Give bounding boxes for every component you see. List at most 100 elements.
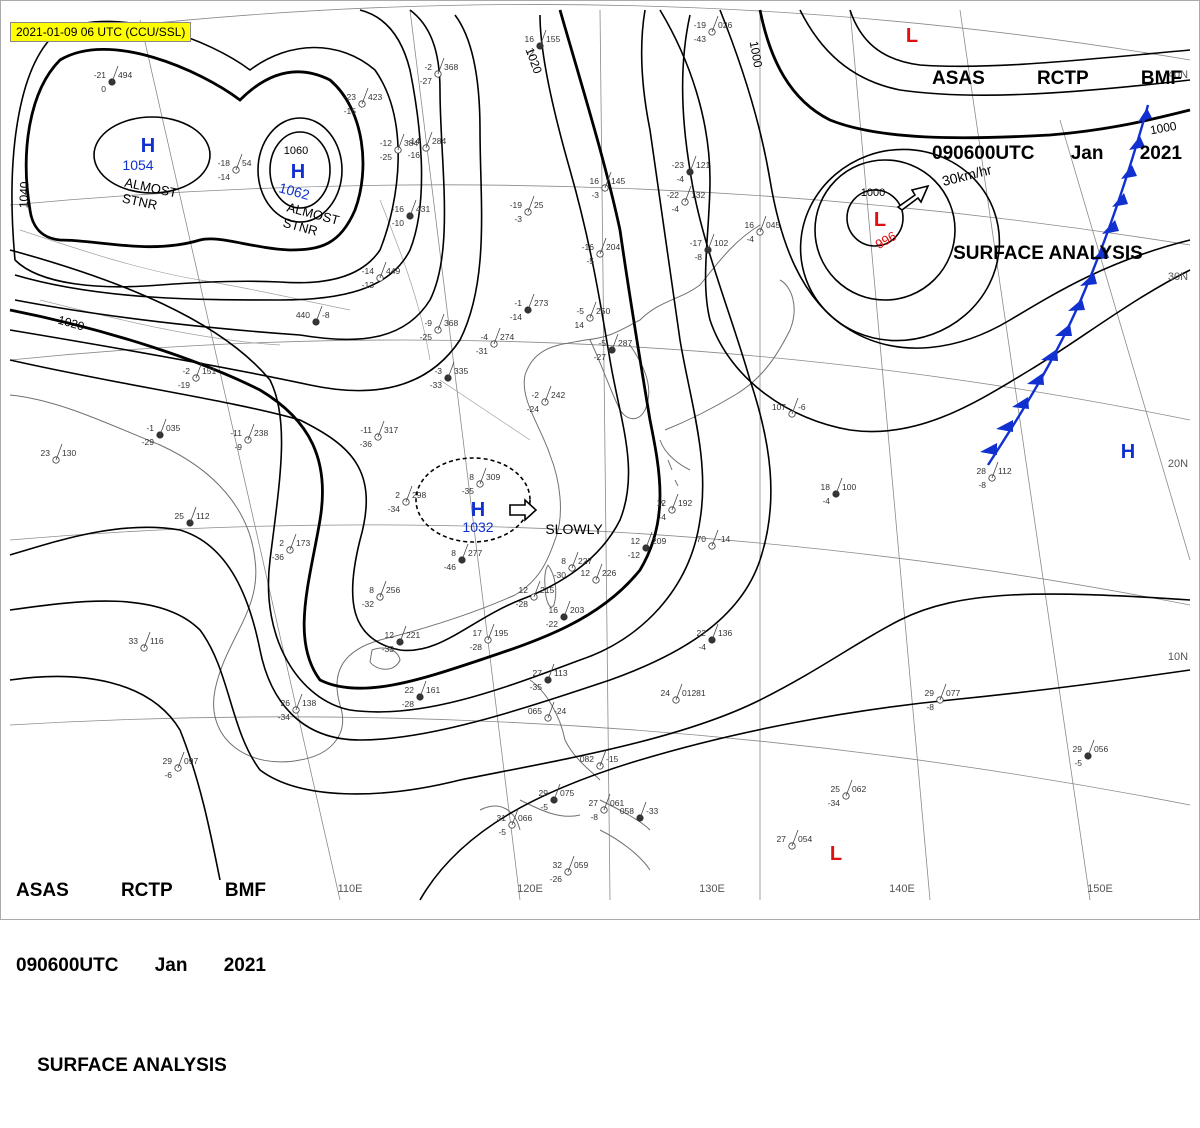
station-temp: -2 (182, 366, 190, 376)
station-plot: 2 173 -36 (272, 533, 310, 562)
high-center-pressure: 1062 (277, 179, 311, 203)
station-temp: 23 (41, 448, 51, 458)
station-dewpoint: -16 (408, 150, 421, 160)
station-plot: 8 277 -46 (444, 543, 482, 572)
station-temp: -23 (672, 160, 685, 170)
station-dewpoint: -5 (1074, 758, 1082, 768)
wind-barb (711, 15, 719, 33)
korea-coast (589, 339, 650, 420)
station-plot: 22 136 -4 (697, 623, 732, 652)
station-pressure: 130 (62, 448, 76, 458)
station-temp: -19 (694, 20, 707, 30)
station-pressure: 284 (432, 136, 446, 146)
station-temp: 2 (279, 538, 284, 548)
station-temp: 8 (561, 556, 566, 566)
station-dewpoint: -5 (498, 827, 506, 837)
station-temp: -23 (344, 92, 357, 102)
station-plot: 29 075 -5 (539, 783, 574, 812)
wind-barb (711, 623, 719, 641)
wind-barb (599, 749, 607, 767)
station-temp: 26 (281, 698, 291, 708)
station-plot: -19 026 -43 (694, 15, 732, 44)
longitude-label: 110E (338, 883, 363, 895)
station-temp: 12 (581, 568, 591, 578)
station-plot: -14 449 -13 (362, 261, 400, 290)
high-center-note: ALMOSTSTNR (281, 199, 341, 243)
wind-barb (195, 361, 203, 379)
station-pressure: 112 (998, 466, 1012, 476)
isobar-low-inner (846, 189, 904, 247)
station-plot: -5 287 -27 (594, 333, 632, 362)
wind-barb (671, 493, 679, 511)
station-pressure: 061 (610, 798, 624, 808)
station-dewpoint: 0 (101, 84, 106, 94)
station-temp: 31 (497, 813, 507, 823)
station-dewpoint: -4 (746, 234, 754, 244)
station-temp: 12 (631, 536, 641, 546)
header-line-2: 090600UTC Jan 2021 (932, 141, 1182, 166)
wind-barb (791, 397, 799, 415)
wind-barb (675, 683, 683, 701)
station-dewpoint: -30 (554, 570, 567, 580)
wind-barb (247, 423, 255, 441)
wind-barb (379, 580, 387, 598)
wind-barb (595, 563, 603, 581)
station-pressure: 298 (412, 490, 426, 500)
station-temp: 8 (451, 548, 456, 558)
station-dewpoint: -4 (658, 512, 666, 522)
station-plot: 28 112 -8 (977, 461, 1012, 490)
station-temp: -11 (230, 428, 242, 438)
station-plot: -12 384 -25 (380, 133, 418, 162)
wind-barb (711, 529, 719, 547)
station-dewpoint: -31 (476, 346, 489, 356)
wind-barb (759, 215, 767, 233)
station-pressure: 256 (386, 585, 400, 595)
station-plot: -11 238 -9 (230, 423, 268, 452)
asia-coast (9, 224, 761, 763)
arrow-30kmhr (896, 184, 930, 211)
graticule-labels: 110E 120E 130E 140E 150E 40N 30N 20N 10N (338, 69, 1189, 895)
isobar-label: 1020 (56, 313, 86, 334)
wind-barb (547, 701, 555, 719)
station-plot: -16 431 -10 (392, 199, 430, 228)
station-plot: -1 035 -29 (142, 418, 180, 447)
wind-barb (419, 680, 427, 698)
station-pressure: -8 (322, 310, 330, 320)
station-plot: 12 209 -12 (628, 531, 666, 560)
station-pressure: 317 (384, 425, 398, 435)
wind-barb (639, 801, 647, 819)
header-line-1: ASAS RCTP BMF (932, 66, 1182, 91)
station-temp: -11 (360, 425, 372, 435)
station-temp: 29 (1073, 744, 1083, 754)
station-plot: 16 145 -3 (590, 171, 625, 200)
station-pressure: 277 (468, 548, 482, 558)
station-dewpoint: -26 (550, 874, 563, 884)
station-dewpoint: -34 (828, 798, 841, 808)
header-product: SURFACE ANALYSIS (953, 243, 1143, 264)
station-dewpoint: 14 (575, 320, 585, 330)
station-pressure: 100 (842, 482, 856, 492)
station-pressure: 274 (500, 332, 514, 342)
header-agency: ASAS (932, 68, 985, 89)
station-temp: 12 (385, 630, 395, 640)
isobar-label: 1000 (861, 187, 885, 199)
header-datetime: 090600UTC (16, 955, 119, 976)
isobar-h1-inner (93, 116, 211, 194)
wind-barb (461, 543, 469, 561)
station-dewpoint: -28 (402, 699, 415, 709)
station-temp: 22 (405, 685, 415, 695)
longitude-label: 130E (699, 883, 725, 895)
station-pressure: 226 (602, 568, 616, 578)
station-plot: 065 -24 (528, 701, 567, 722)
station-dewpoint: -25 (380, 152, 393, 162)
station-dewpoint: -46 (444, 562, 457, 572)
station-pressure: 01281 (682, 688, 706, 698)
longitude-label: 140E (889, 883, 915, 895)
header-line-3: SURFACE ANALYSIS (932, 216, 1182, 291)
station-pressure: 121 (696, 160, 710, 170)
station-pressure: 25 (534, 200, 544, 210)
station-plot: 33 116 (129, 631, 164, 652)
low-center-letter: L (830, 843, 842, 865)
station-pressure: -15 (606, 754, 619, 764)
station-plot: 16 203 -22 (546, 600, 584, 629)
